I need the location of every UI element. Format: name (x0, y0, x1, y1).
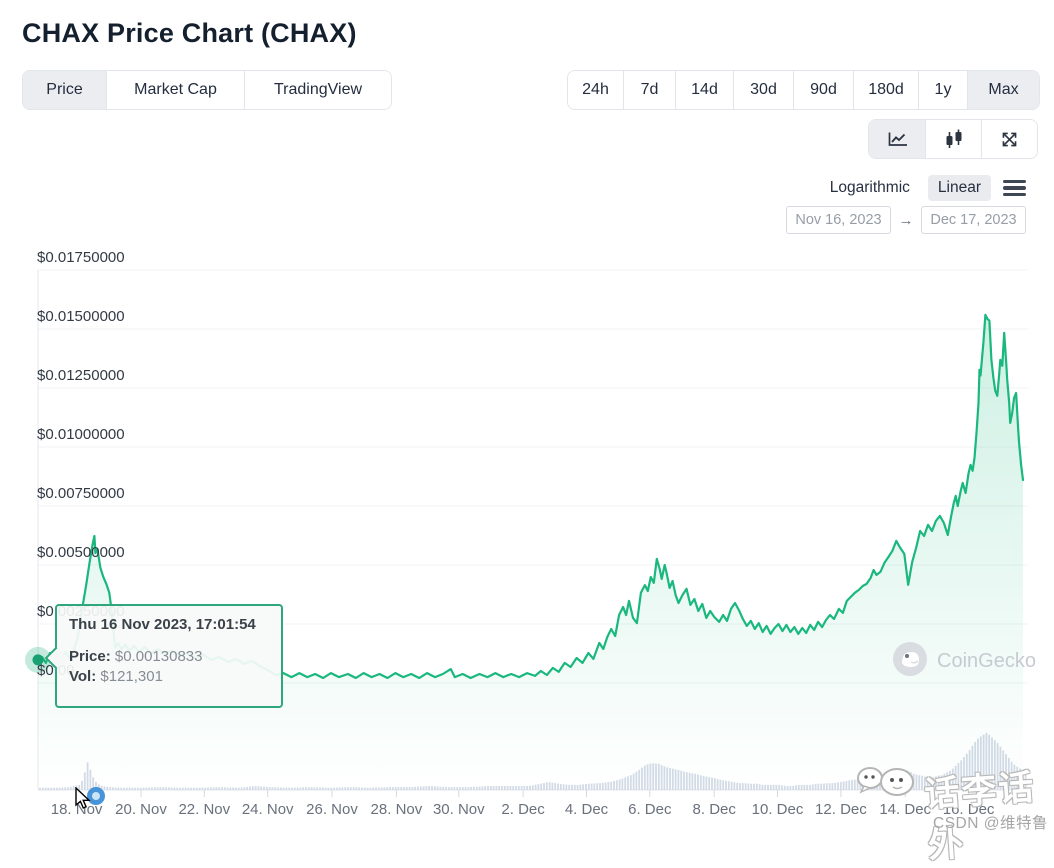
coingecko-watermark: CoinGecko (892, 641, 1036, 682)
tooltip-price-label: Price: (69, 648, 111, 665)
tab-price[interactable]: Price (23, 71, 107, 109)
x-axis-label: 8. Dec (693, 801, 737, 818)
x-axis-label: 22. Nov (178, 801, 230, 818)
start-date-input[interactable] (786, 206, 891, 234)
tooltip-vol-label: Vol: (69, 668, 97, 685)
range-90d[interactable]: 90d (794, 71, 854, 109)
candlestick-icon (944, 129, 964, 150)
scale-toggle: Logarithmic Linear (824, 175, 1026, 201)
touch-indicator-dot (87, 787, 105, 805)
x-axis-label: 18. Nov (51, 801, 103, 818)
x-axis-label: 26. Nov (306, 801, 358, 818)
hover-marker-dot (32, 654, 44, 666)
tab-market-cap[interactable]: Market Cap (107, 71, 245, 109)
range-30d[interactable]: 30d (734, 71, 794, 109)
x-axis-label: 30. Nov (433, 801, 485, 818)
fullscreen-button[interactable] (982, 120, 1037, 158)
x-axis-label: 24. Nov (242, 801, 294, 818)
x-axis-label: 16. Dec (943, 801, 995, 818)
range-14d[interactable]: 14d (676, 71, 734, 109)
tab-tradingview[interactable]: TradingView (245, 71, 391, 109)
x-axis-label: 12. Dec (815, 801, 867, 818)
tooltip-price-value: $0.00130833 (114, 648, 203, 665)
x-axis-label: 14. Dec (879, 801, 931, 818)
y-axis-label: $0.01750000 (37, 250, 125, 266)
x-axis-label: 28. Nov (371, 801, 423, 818)
chart-tooltip: Thu 16 Nov 2023, 17:01:54 Price: $0.0013… (55, 604, 283, 708)
chat-bubbles-icon (852, 756, 920, 813)
hamburger-menu-icon (1003, 179, 1026, 183)
y-axis-label: $0.01000000 (37, 426, 125, 443)
chart-menu-button[interactable] (1003, 178, 1026, 199)
page-title: CHAX Price Chart (CHAX) (22, 18, 357, 48)
chart-view-toggle-group (868, 119, 1038, 159)
date-range-picker: → (786, 206, 1026, 234)
x-axis-label: 4. Dec (565, 801, 609, 818)
date-range-arrow-icon: → (898, 211, 914, 229)
tooltip-price-row: Price: $0.00130833 (69, 648, 269, 665)
x-axis-label: 20. Nov (115, 801, 167, 818)
csdn-credit-watermark: CSDN @维特鲁 (933, 815, 1048, 832)
candlestick-view-button[interactable] (926, 120, 982, 158)
scale-linear-option[interactable]: Linear (927, 175, 991, 201)
range-7d[interactable]: 7d (624, 71, 676, 109)
range-180d[interactable]: 180d (854, 71, 919, 109)
x-axis-label: 10. Dec (752, 801, 804, 818)
price-area-fill (38, 314, 1023, 790)
range-24h[interactable]: 24h (568, 71, 624, 109)
line-chart-view-button[interactable] (869, 120, 926, 158)
line-chart-icon (886, 131, 909, 148)
mouse-cursor-icon (75, 787, 91, 809)
scale-logarithmic-option[interactable]: Logarithmic (829, 179, 910, 196)
fullscreen-icon (1000, 130, 1019, 149)
chart-tab-group: Price Market Cap TradingView (22, 70, 392, 110)
end-date-input[interactable] (921, 206, 1026, 234)
price-chart[interactable]: 18. Nov 20. Nov 22. Nov 24. Nov 26. Nov 28. N… (0, 250, 1054, 838)
site-watermark: 话李话外 (852, 756, 1054, 865)
y-axis-label: $0.00500000 (37, 544, 125, 561)
y-axis-label: $0.00750000 (37, 485, 125, 502)
coingecko-watermark-label: CoinGecko (937, 650, 1036, 672)
coingecko-gecko-icon (892, 641, 928, 682)
tooltip-vol-row: Vol: $121,301 (69, 668, 269, 685)
x-axis-label: 2. Dec (501, 801, 545, 818)
tooltip-vol-value: $121,301 (100, 668, 163, 685)
tooltip-date: Thu 16 Nov 2023, 17:01:54 (69, 616, 256, 633)
range-1y[interactable]: 1y (919, 71, 968, 109)
x-axis-label: 6. Dec (628, 801, 672, 818)
y-axis-label: $0.01250000 (37, 367, 125, 384)
time-range-group: 24h 7d 14d 30d 90d 180d 1y Max (567, 70, 1040, 110)
range-max[interactable]: Max (968, 71, 1039, 109)
y-axis-label: $0.01500000 (37, 308, 125, 325)
